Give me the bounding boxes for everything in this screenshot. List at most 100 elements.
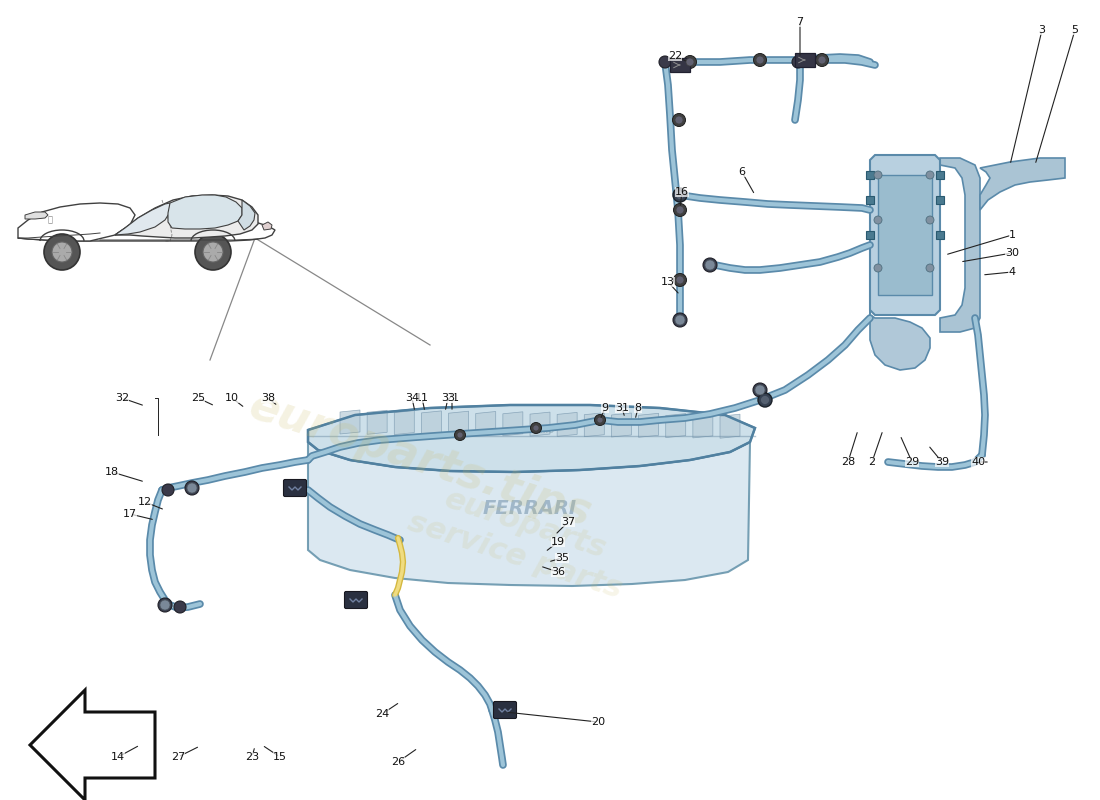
FancyBboxPatch shape [494, 702, 517, 718]
Polygon shape [116, 203, 170, 235]
Bar [936, 231, 944, 239]
Polygon shape [475, 411, 496, 435]
Polygon shape [262, 222, 272, 230]
Text: FERRARI: FERRARI [483, 498, 578, 518]
Text: 11: 11 [415, 393, 429, 403]
Circle shape [815, 54, 828, 66]
Circle shape [594, 414, 605, 426]
Text: 36: 36 [551, 567, 565, 577]
Text: 29: 29 [905, 457, 920, 467]
Text: 10: 10 [226, 393, 239, 403]
Bar [866, 196, 874, 204]
Polygon shape [666, 414, 685, 438]
Text: 28: 28 [840, 457, 855, 467]
Text: 25: 25 [191, 393, 205, 403]
Polygon shape [530, 412, 550, 436]
Circle shape [755, 385, 764, 395]
FancyBboxPatch shape [670, 58, 690, 72]
Polygon shape [18, 203, 135, 241]
Text: 26: 26 [390, 757, 405, 767]
Circle shape [187, 483, 197, 493]
Polygon shape [308, 442, 750, 586]
Text: maranello: maranello [505, 425, 554, 435]
Polygon shape [557, 413, 578, 437]
Text: 6: 6 [738, 167, 746, 177]
Text: 33: 33 [441, 393, 455, 403]
Text: 5: 5 [1071, 25, 1078, 35]
Text: 9: 9 [602, 403, 608, 413]
Circle shape [676, 276, 684, 284]
Text: 🐴: 🐴 [47, 215, 53, 225]
Circle shape [703, 258, 717, 272]
Circle shape [756, 56, 764, 64]
Polygon shape [394, 410, 415, 434]
Bar [866, 171, 874, 179]
Text: 13: 13 [661, 277, 675, 287]
Polygon shape [25, 212, 48, 219]
Text: 24: 24 [375, 709, 389, 719]
FancyBboxPatch shape [795, 53, 815, 67]
Text: 8: 8 [635, 403, 641, 413]
Polygon shape [18, 220, 275, 241]
Circle shape [758, 393, 772, 407]
Circle shape [818, 56, 826, 64]
Bar [936, 171, 944, 179]
Circle shape [672, 114, 685, 126]
Polygon shape [870, 310, 930, 370]
Circle shape [44, 234, 80, 270]
Text: 27: 27 [170, 752, 185, 762]
Polygon shape [367, 410, 387, 434]
Circle shape [754, 383, 767, 397]
Circle shape [456, 432, 463, 438]
Circle shape [683, 55, 696, 69]
Text: 31: 31 [615, 403, 629, 413]
Text: 7: 7 [796, 17, 804, 27]
Polygon shape [940, 158, 980, 332]
Text: 17: 17 [123, 509, 138, 519]
Text: 30: 30 [1005, 248, 1019, 258]
Circle shape [926, 171, 934, 179]
Text: europarts.tips: europarts.tips [243, 384, 597, 536]
Circle shape [673, 274, 686, 286]
Text: 34: 34 [405, 393, 419, 403]
FancyBboxPatch shape [284, 479, 307, 497]
Circle shape [530, 422, 541, 434]
Polygon shape [612, 413, 631, 437]
Circle shape [673, 313, 688, 327]
Text: 2: 2 [868, 457, 876, 467]
Circle shape [158, 598, 172, 612]
Circle shape [926, 264, 934, 272]
Circle shape [754, 54, 767, 66]
Text: 37: 37 [561, 517, 575, 527]
Polygon shape [980, 158, 1065, 210]
Text: 14: 14 [111, 752, 125, 762]
Polygon shape [30, 690, 155, 800]
Polygon shape [421, 411, 441, 435]
Text: 20: 20 [591, 717, 605, 727]
Circle shape [705, 260, 715, 270]
Circle shape [162, 484, 174, 496]
Text: 12: 12 [138, 497, 152, 507]
Circle shape [174, 601, 186, 613]
Polygon shape [238, 200, 255, 230]
Bar [936, 196, 944, 204]
Polygon shape [449, 411, 469, 435]
Text: 4: 4 [1009, 267, 1015, 277]
Circle shape [926, 216, 934, 224]
Polygon shape [693, 414, 713, 438]
Circle shape [185, 481, 199, 495]
Polygon shape [584, 413, 604, 437]
Text: 15: 15 [273, 752, 287, 762]
Circle shape [673, 188, 688, 202]
Bar [878, 175, 932, 295]
Circle shape [792, 56, 804, 68]
Circle shape [760, 395, 770, 405]
Text: 39: 39 [935, 457, 949, 467]
Circle shape [874, 171, 882, 179]
Polygon shape [503, 412, 522, 436]
Circle shape [195, 234, 231, 270]
Circle shape [673, 203, 686, 217]
Circle shape [874, 216, 882, 224]
Polygon shape [340, 410, 360, 434]
Text: 16: 16 [675, 187, 689, 197]
